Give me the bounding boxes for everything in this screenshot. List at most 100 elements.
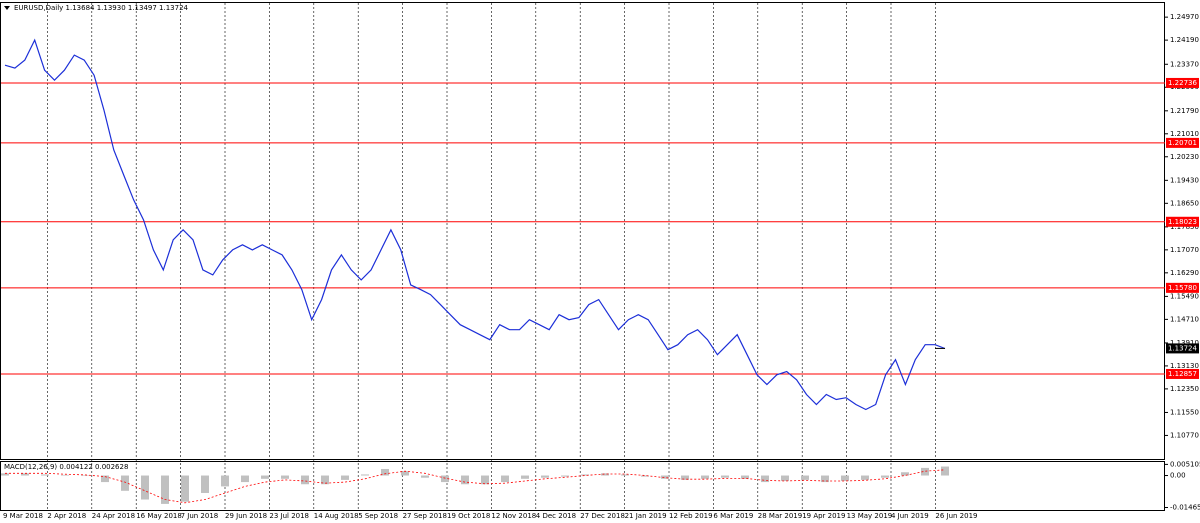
x-tick-label: 23 Jul 2018 <box>269 512 309 520</box>
chart-title: EURUSD,Daily 1.13684 1.13930 1.13497 1.1… <box>14 4 189 12</box>
macd-bar <box>121 475 129 491</box>
macd-bar <box>101 475 109 483</box>
level-label: 1.15780 <box>1168 284 1197 292</box>
x-tick-label: 7 Jun 2018 <box>181 512 219 520</box>
macd-bar <box>221 475 229 487</box>
x-tick-label: 27 Dec 2018 <box>580 512 625 520</box>
y-tick-label: 1.21010 <box>1170 130 1199 138</box>
macd-bar <box>641 475 649 477</box>
macd-bar <box>341 475 349 480</box>
level-tag <box>1166 368 1199 379</box>
macd-bar <box>441 475 449 483</box>
macd-bar <box>841 475 849 481</box>
macd-bar <box>801 475 809 480</box>
y-tick-label: 1.14710 <box>1170 315 1199 323</box>
macd-bar <box>61 474 69 476</box>
y-tick-label: 1.17070 <box>1170 246 1199 254</box>
y-tick-label: 1.21790 <box>1170 107 1199 115</box>
price-line <box>4 38 946 411</box>
x-tick-label: 14 Aug 2018 <box>314 512 359 520</box>
macd-bar <box>601 473 609 476</box>
x-tick-label: 9 Mar 2018 <box>3 512 43 520</box>
macd-bar <box>261 475 269 479</box>
x-tick-label: 2 Apr 2018 <box>47 512 86 520</box>
level-label: 1.20701 <box>1168 139 1197 147</box>
macd-bar <box>301 475 309 485</box>
y-tick-label: 1.24190 <box>1170 36 1199 44</box>
y-tick-label: 1.19430 <box>1170 176 1199 184</box>
macd-bar <box>421 475 429 478</box>
y-tick-label: 1.10770 <box>1170 431 1199 439</box>
level-tag <box>1166 282 1199 293</box>
macd-bar <box>461 475 469 485</box>
macd-bar <box>201 475 209 493</box>
y-tick-label: 1.13910 <box>1170 339 1199 347</box>
macd-bar <box>361 474 369 476</box>
menu-arrow <box>4 6 10 10</box>
y-tick-label: 1.18650 <box>1170 199 1199 207</box>
y-tick-label: -0.014654 <box>1170 503 1200 511</box>
level-label: 1.22736 <box>1168 79 1197 87</box>
macd-bar <box>141 475 149 500</box>
macd-bar <box>1 473 9 476</box>
macd-bar <box>381 468 389 476</box>
x-tick-label: 19 Apr 2019 <box>802 512 845 520</box>
level-tag <box>1166 216 1199 227</box>
macd-bar <box>821 475 829 483</box>
x-tick-label: 6 Mar 2019 <box>713 512 753 520</box>
macd-bar <box>881 475 889 478</box>
macd-bar <box>941 466 949 476</box>
macd-bar <box>661 475 669 479</box>
x-tick-label: 4 Jun 2019 <box>891 512 929 520</box>
y-tick-label: 1.24970 <box>1170 13 1199 21</box>
macd-bar <box>321 475 329 485</box>
macd-bar <box>621 474 629 476</box>
macd-bar <box>721 475 729 478</box>
y-tick-label: 1.11550 <box>1170 408 1199 416</box>
macd-frame <box>0 461 1165 511</box>
x-tick-label: 13 May 2019 <box>847 512 893 520</box>
main-frame <box>0 2 1165 460</box>
macd-bar <box>781 475 789 481</box>
macd-bar <box>501 475 509 483</box>
macd-bar <box>241 475 249 483</box>
y-tick-label: 1.13130 <box>1170 362 1199 370</box>
x-tick-label: 12 Feb 2019 <box>669 512 713 520</box>
last-price-tag <box>1166 343 1199 354</box>
signal-line <box>5 469 946 504</box>
macd-bar <box>701 475 709 479</box>
macd-bar <box>861 475 869 480</box>
macd-bar <box>161 475 169 504</box>
y-tick-label: 1.15490 <box>1170 292 1199 300</box>
y-tick-label: 1.16290 <box>1170 269 1199 277</box>
x-tick-label: 24 Apr 2018 <box>92 512 135 520</box>
macd-bar <box>901 472 909 476</box>
last-price-label: 1.13724 <box>1168 344 1197 352</box>
macd-bar <box>581 474 589 476</box>
x-tick-label: 28 Mar 2019 <box>758 512 802 520</box>
x-tick-label: 26 Jun 2019 <box>935 512 977 520</box>
x-tick-label: 16 May 2018 <box>136 512 182 520</box>
macd-title: MACD(12,26,9) 0.004122 0.002628 <box>4 463 128 471</box>
y-tick-label: 1.17850 <box>1170 223 1199 231</box>
x-tick-label: 4 Dec 2018 <box>536 512 576 520</box>
x-tick-label: 5 Sep 2018 <box>358 512 398 520</box>
macd-bar <box>181 475 189 502</box>
macd-bar <box>401 471 409 476</box>
y-tick-label: 0.00 <box>1170 472 1186 480</box>
macd-bar <box>741 475 749 479</box>
x-tick-label: 27 Sep 2018 <box>403 512 447 520</box>
macd-bar <box>681 475 689 480</box>
x-tick-label: 19 Oct 2018 <box>447 512 490 520</box>
x-tick-label: 29 Jun 2018 <box>225 512 267 520</box>
y-tick-label: 1.12350 <box>1170 385 1199 393</box>
macd-bar <box>521 475 529 479</box>
level-tag <box>1166 137 1199 148</box>
macd-bar <box>281 475 289 479</box>
x-tick-label: 21 Jan 2019 <box>625 512 667 520</box>
macd-bar <box>761 475 769 483</box>
y-tick-label: 0.005105 <box>1170 460 1200 468</box>
level-label: 1.12857 <box>1168 370 1197 378</box>
